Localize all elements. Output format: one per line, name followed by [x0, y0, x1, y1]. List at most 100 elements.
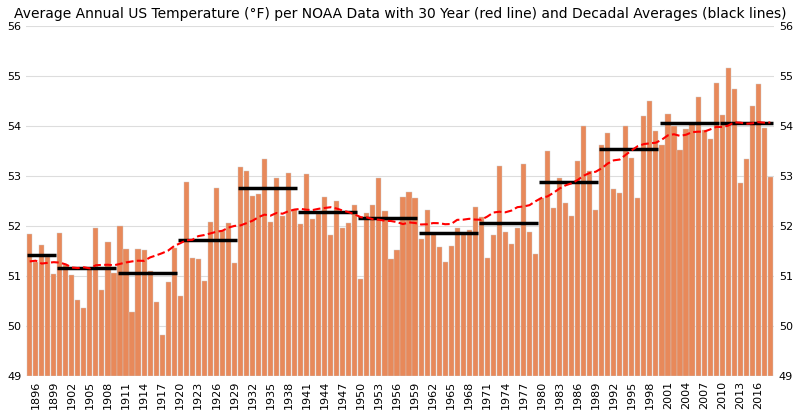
- Bar: [111, 273, 117, 376]
- Bar: [719, 115, 725, 376]
- Bar: [250, 196, 255, 376]
- Bar: [370, 205, 375, 376]
- Bar: [762, 128, 767, 376]
- Bar: [623, 126, 628, 376]
- Bar: [666, 114, 670, 376]
- Bar: [449, 246, 454, 376]
- Bar: [437, 247, 442, 376]
- Bar: [244, 171, 249, 376]
- Bar: [454, 228, 460, 376]
- Bar: [87, 269, 93, 376]
- Bar: [238, 166, 243, 376]
- Bar: [310, 219, 315, 376]
- Bar: [756, 84, 761, 376]
- Bar: [123, 250, 129, 376]
- Bar: [690, 124, 694, 376]
- Bar: [58, 233, 62, 376]
- Bar: [635, 198, 641, 376]
- Bar: [401, 196, 406, 376]
- Bar: [611, 188, 616, 376]
- Bar: [599, 145, 604, 376]
- Bar: [418, 240, 424, 376]
- Bar: [406, 192, 411, 376]
- Bar: [147, 272, 153, 376]
- Bar: [581, 126, 586, 376]
- Bar: [768, 176, 773, 376]
- Bar: [744, 158, 749, 376]
- Bar: [142, 250, 146, 376]
- Bar: [99, 290, 105, 376]
- Bar: [394, 250, 399, 376]
- Bar: [738, 183, 742, 376]
- Bar: [352, 205, 358, 376]
- Bar: [569, 215, 574, 376]
- Bar: [340, 228, 346, 376]
- Bar: [527, 232, 532, 376]
- Bar: [726, 68, 730, 376]
- Bar: [262, 158, 267, 376]
- Bar: [485, 258, 490, 376]
- Bar: [563, 203, 568, 376]
- Bar: [509, 244, 514, 376]
- Bar: [274, 178, 279, 376]
- Bar: [154, 302, 158, 376]
- Bar: [587, 171, 592, 376]
- Bar: [298, 224, 303, 376]
- Bar: [605, 133, 610, 376]
- Bar: [707, 139, 713, 376]
- Bar: [732, 89, 737, 376]
- Bar: [376, 178, 382, 376]
- Bar: [178, 296, 182, 376]
- Bar: [358, 280, 363, 376]
- Bar: [106, 243, 110, 376]
- Bar: [750, 106, 755, 376]
- Bar: [659, 145, 665, 376]
- Bar: [413, 198, 418, 376]
- Bar: [478, 217, 484, 376]
- Bar: [82, 308, 86, 376]
- Bar: [316, 214, 322, 376]
- Bar: [226, 223, 231, 376]
- Bar: [135, 249, 141, 376]
- Bar: [208, 222, 213, 376]
- Bar: [94, 228, 98, 376]
- Bar: [695, 97, 701, 376]
- Bar: [280, 215, 285, 376]
- Bar: [389, 259, 394, 376]
- Bar: [166, 282, 170, 376]
- Bar: [714, 83, 718, 376]
- Bar: [130, 312, 134, 376]
- Bar: [51, 274, 56, 376]
- Bar: [214, 188, 219, 376]
- Bar: [322, 197, 327, 376]
- Bar: [364, 213, 370, 376]
- Bar: [461, 233, 466, 376]
- Bar: [425, 210, 430, 376]
- Bar: [328, 235, 334, 376]
- Bar: [618, 193, 622, 376]
- Bar: [630, 158, 634, 376]
- Bar: [515, 228, 520, 376]
- Bar: [70, 275, 74, 376]
- Bar: [539, 198, 544, 376]
- Bar: [172, 248, 177, 376]
- Bar: [497, 166, 502, 376]
- Bar: [202, 282, 207, 376]
- Bar: [593, 210, 598, 376]
- Bar: [27, 234, 32, 376]
- Bar: [557, 178, 562, 376]
- Title: Average Annual US Temperature (°F) per NOAA Data with 30 Year (red line) and Dec: Average Annual US Temperature (°F) per N…: [14, 7, 786, 21]
- Bar: [286, 173, 291, 376]
- Bar: [490, 235, 496, 376]
- Bar: [45, 258, 50, 376]
- Bar: [118, 226, 122, 376]
- Bar: [430, 233, 436, 376]
- Bar: [220, 231, 225, 376]
- Bar: [551, 208, 556, 376]
- Bar: [159, 335, 165, 376]
- Bar: [190, 258, 195, 376]
- Bar: [33, 262, 38, 376]
- Bar: [503, 232, 508, 376]
- Bar: [304, 174, 310, 376]
- Bar: [671, 126, 677, 376]
